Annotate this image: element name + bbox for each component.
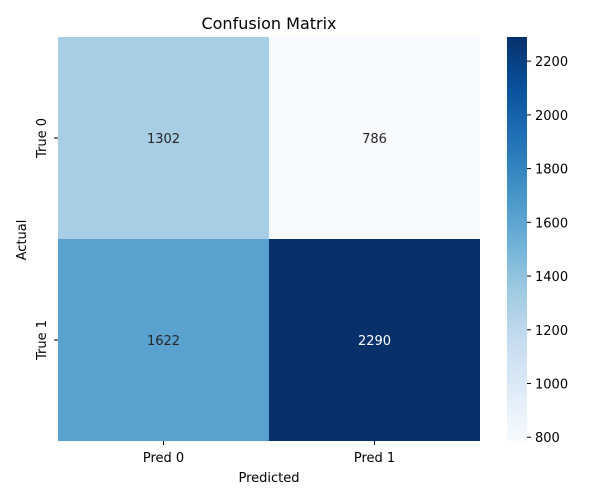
heatmap-cell bbox=[269, 37, 480, 239]
heatmap-cell bbox=[58, 239, 269, 441]
colorbar-tick-label: 1600 bbox=[535, 216, 568, 231]
colorbar-tick-label: 1400 bbox=[535, 270, 568, 285]
cell-value-label: 2290 bbox=[358, 334, 391, 349]
y-tick-label: True 0 bbox=[35, 118, 50, 159]
colorbar-tick-label: 1000 bbox=[535, 378, 568, 393]
colorbar-tick-label: 800 bbox=[535, 431, 560, 446]
colorbar-tick-label: 2000 bbox=[535, 109, 568, 124]
y-axis: True 0 True 1 bbox=[35, 118, 58, 361]
heatmap-cell bbox=[58, 37, 269, 239]
heatmap-cell bbox=[269, 239, 480, 441]
x-axis-label: Predicted bbox=[238, 471, 299, 486]
colorbar bbox=[507, 37, 527, 441]
y-axis-label: Actual bbox=[15, 220, 30, 261]
colorbar-tick-label: 1200 bbox=[535, 324, 568, 339]
y-tick-label: True 1 bbox=[35, 320, 50, 361]
cell-value-label: 1622 bbox=[147, 334, 180, 349]
colorbar-tick-label: 2200 bbox=[535, 55, 568, 70]
cell-value-label: 1302 bbox=[147, 132, 180, 147]
x-tick-label: Pred 0 bbox=[143, 451, 184, 466]
chart-title: Confusion Matrix bbox=[201, 14, 336, 33]
heatmap-cells: 1302 786 1622 2290 bbox=[58, 37, 480, 441]
cell-value-label: 786 bbox=[362, 132, 387, 147]
x-tick-label: Pred 1 bbox=[354, 451, 395, 466]
colorbar-tick-label: 1800 bbox=[535, 163, 568, 178]
x-axis: Pred 0 Pred 1 bbox=[143, 441, 395, 466]
colorbar-ticks: 800 1000 1200 1400 1600 1800 2000 2200 bbox=[527, 55, 568, 446]
